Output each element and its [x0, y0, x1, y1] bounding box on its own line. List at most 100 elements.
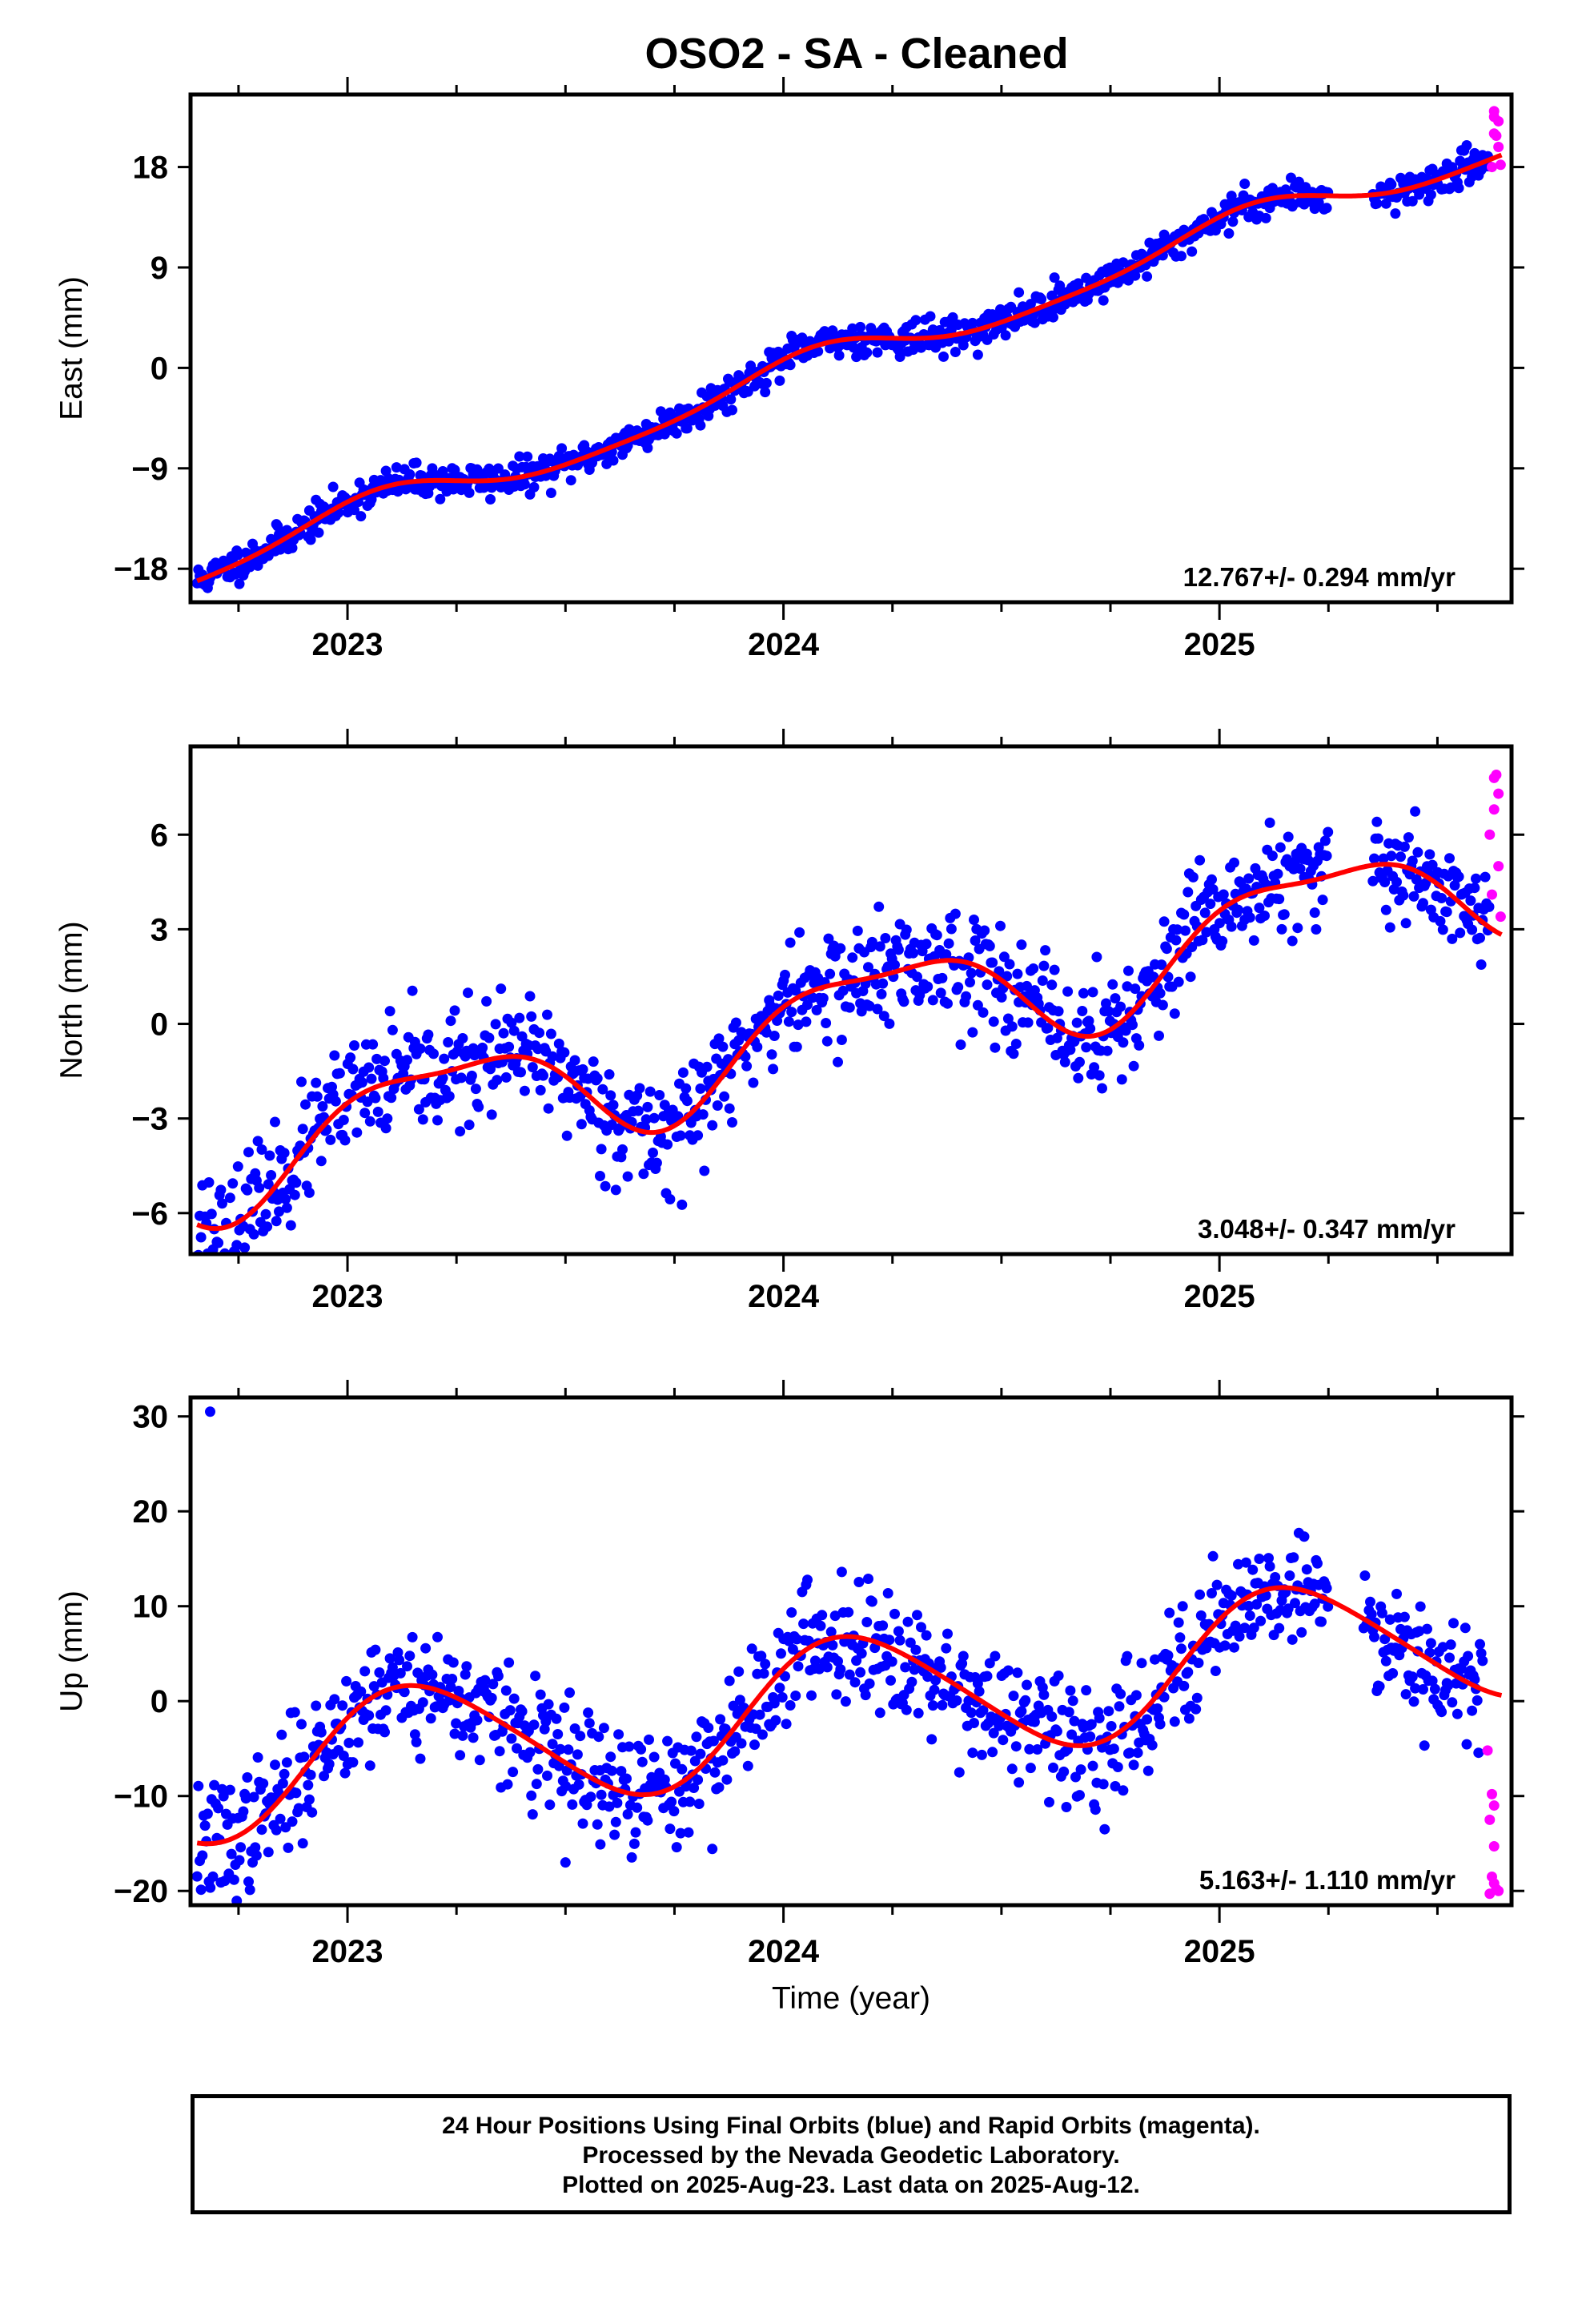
final-orbit-point	[243, 1147, 254, 1158]
final-orbit-point	[683, 1827, 694, 1838]
final-orbit-point	[1403, 832, 1414, 843]
final-orbit-point	[1244, 1610, 1255, 1621]
final-orbit-point	[724, 1675, 735, 1687]
final-orbit-point	[1049, 964, 1060, 975]
final-orbit-point	[209, 1779, 220, 1791]
final-orbit-point	[531, 1779, 542, 1790]
data-layer	[192, 769, 1506, 1295]
final-orbit-point	[1418, 1684, 1428, 1695]
final-orbit-point	[958, 1651, 969, 1662]
final-orbit-point	[610, 1184, 621, 1196]
final-orbit-point	[651, 1157, 662, 1168]
final-orbit-point	[457, 1033, 468, 1043]
final-orbit-point	[790, 1691, 801, 1701]
final-orbit-point	[733, 1666, 745, 1677]
final-orbit-point	[1089, 1062, 1100, 1073]
final-orbit-point	[982, 1671, 993, 1682]
final-orbit-point	[982, 979, 993, 991]
final-orbit-point	[394, 1655, 405, 1666]
final-orbit-point	[1473, 1747, 1484, 1759]
final-orbit-point	[486, 1109, 497, 1120]
final-orbit-point	[1174, 1632, 1186, 1643]
final-orbit-point	[219, 1285, 229, 1295]
final-orbit-point	[908, 947, 919, 959]
final-orbit-point	[1367, 875, 1379, 887]
final-orbit-point	[1372, 833, 1383, 844]
final-orbit-point	[359, 1108, 371, 1119]
final-orbit-point	[866, 1596, 877, 1607]
final-orbit-point	[1414, 1626, 1425, 1637]
final-orbit-point	[634, 1083, 645, 1094]
final-orbit-point	[480, 1675, 491, 1686]
final-orbit-point	[224, 1784, 235, 1795]
final-orbit-point	[1371, 198, 1383, 209]
final-orbit-point	[921, 1630, 932, 1641]
final-orbit-point	[519, 1085, 530, 1096]
final-orbit-point	[402, 1661, 412, 1672]
final-orbit-point	[988, 1727, 999, 1739]
final-orbit-point	[413, 1104, 424, 1115]
rapid-orbit-point	[1495, 911, 1506, 923]
final-orbit-point	[372, 1106, 383, 1117]
plot-frame	[188, 1395, 1514, 1908]
final-orbit-point	[1444, 1652, 1455, 1663]
final-orbit-point	[1074, 1056, 1085, 1068]
final-orbit-point	[1471, 873, 1481, 884]
final-orbit-point	[455, 1750, 466, 1761]
final-orbit-point	[833, 1655, 843, 1667]
final-orbit-point	[244, 1884, 255, 1896]
final-orbit-point	[1169, 1716, 1180, 1727]
final-orbit-point	[399, 1687, 410, 1698]
final-orbit-point	[1061, 1802, 1072, 1812]
final-orbit-point	[1260, 212, 1271, 223]
final-orbit-point	[880, 933, 891, 943]
final-orbit-point	[1415, 1601, 1426, 1612]
final-orbit-point	[927, 995, 938, 1006]
final-orbit-point	[644, 1086, 656, 1097]
final-orbit-point	[990, 1651, 1001, 1662]
final-orbit-point	[215, 1184, 227, 1196]
final-orbit-point	[1272, 868, 1283, 879]
final-orbit-point	[811, 1004, 822, 1015]
final-orbit-point	[240, 1793, 251, 1804]
final-orbit-point	[484, 1032, 495, 1043]
final-orbit-point	[1455, 927, 1466, 939]
final-orbit-point	[1390, 208, 1401, 219]
final-orbit-point	[638, 1168, 649, 1180]
final-orbit-point	[538, 1070, 548, 1081]
final-orbit-point	[498, 1027, 509, 1039]
final-orbit-point	[866, 936, 877, 947]
velocity-label: 5.163+/- 1.110 mm/yr	[1199, 1865, 1456, 1895]
data-layer	[191, 106, 1506, 593]
final-orbit-point	[769, 1031, 780, 1041]
final-orbit-point	[1124, 1747, 1135, 1759]
final-orbit-point	[207, 1871, 219, 1882]
final-orbit-point	[1467, 924, 1478, 935]
final-orbit-point	[1010, 1039, 1022, 1049]
final-orbit-point	[271, 1824, 282, 1835]
rapid-orbit-point	[1482, 1745, 1493, 1756]
final-orbit-point	[882, 1588, 893, 1598]
final-orbit-point	[504, 1705, 516, 1716]
final-orbit-point	[1248, 1622, 1259, 1634]
final-orbit-point	[1191, 1703, 1202, 1715]
final-orbit-point	[844, 1669, 855, 1680]
final-orbit-point	[642, 1815, 653, 1826]
final-orbit-point	[1290, 1598, 1300, 1609]
final-orbit-point	[675, 1130, 686, 1141]
final-orbit-point	[407, 1631, 418, 1642]
y-tick-label: 18	[133, 151, 169, 186]
final-orbit-point	[595, 1171, 605, 1181]
final-orbit-point	[1199, 907, 1211, 919]
rapid-orbit-point	[1486, 162, 1497, 173]
final-orbit-point	[277, 1778, 288, 1789]
final-orbit-point	[785, 1700, 796, 1711]
final-orbit-point	[1452, 1708, 1463, 1719]
final-orbit-point	[355, 1686, 367, 1697]
final-orbit-point	[1182, 1667, 1194, 1678]
final-orbit-point	[519, 479, 530, 490]
x-axis-title: Time (year)	[772, 1981, 930, 2016]
final-orbit-point	[564, 1687, 575, 1699]
final-orbit-point	[785, 937, 796, 948]
final-orbit-point	[624, 1741, 635, 1752]
